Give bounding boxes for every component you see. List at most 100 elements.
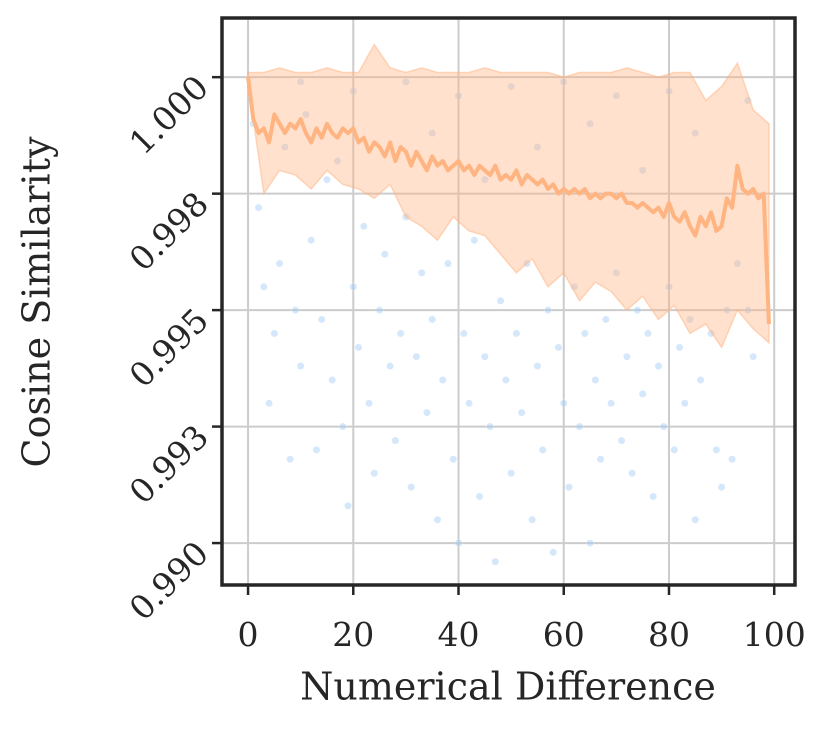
x-tick-label: 60 xyxy=(543,615,585,654)
y-tick-label: 0.993 xyxy=(122,417,216,511)
scatter-point xyxy=(501,376,510,385)
scatter-point xyxy=(286,455,295,464)
scatter-point xyxy=(433,515,442,524)
scatter-point xyxy=(338,422,347,431)
scatter-point xyxy=(717,483,726,492)
scatter-point xyxy=(270,329,279,338)
scatter-point xyxy=(354,343,363,352)
scatter-point xyxy=(559,399,568,408)
scatter-point xyxy=(596,455,605,464)
scatter-point xyxy=(422,408,431,417)
scatter-point xyxy=(601,315,610,324)
scatter-point xyxy=(438,376,447,385)
scatter-point xyxy=(675,343,684,352)
scatter-point xyxy=(349,87,358,96)
scatter-point xyxy=(333,157,342,166)
scatter-point xyxy=(380,250,389,259)
scatter-point xyxy=(538,445,547,454)
scatter-point xyxy=(470,236,479,245)
scatter-point xyxy=(344,501,353,510)
scatter-point xyxy=(349,282,358,291)
scatter-point xyxy=(322,175,331,184)
scatter-point xyxy=(565,483,574,492)
scatter-point xyxy=(591,376,600,385)
mean-line xyxy=(246,76,771,325)
scatter-point xyxy=(291,306,300,315)
scatter-point xyxy=(254,203,263,212)
scatter-point xyxy=(633,306,642,315)
scatter-point xyxy=(749,352,758,361)
scatter-point xyxy=(507,82,516,91)
scatter-point xyxy=(280,143,289,152)
scatter-point xyxy=(664,282,673,291)
scatter-point xyxy=(480,175,489,184)
scatter-point xyxy=(659,422,668,431)
scatter-point xyxy=(486,422,495,431)
scatter-point xyxy=(686,315,695,324)
scatter-point xyxy=(670,445,679,454)
scatter-point xyxy=(575,422,584,431)
scatter-point xyxy=(664,87,673,96)
y-tick-label: 0.990 xyxy=(122,534,216,628)
x-tick-label: 0 xyxy=(238,615,259,654)
scatter-point xyxy=(617,436,626,445)
scatter-point xyxy=(480,352,489,361)
scatter-point xyxy=(275,259,284,268)
x-axis-label: Numerical Difference xyxy=(300,665,716,709)
scatter-point xyxy=(743,306,752,315)
scatter-point xyxy=(722,306,731,315)
scatter-point xyxy=(649,492,658,501)
scatter-point xyxy=(549,548,558,557)
x-tick-label: 40 xyxy=(438,615,480,654)
scatter-point xyxy=(375,306,384,315)
scatter-point xyxy=(301,110,310,119)
scatter-point xyxy=(586,119,595,128)
scatter-point xyxy=(528,515,537,524)
y-tick-label: 0.998 xyxy=(122,184,216,278)
scatter-point xyxy=(443,259,452,268)
scatter-point xyxy=(638,166,647,175)
scatter-point xyxy=(638,389,647,398)
scatter-point xyxy=(517,408,526,417)
scatter-point xyxy=(496,296,505,305)
scatter-point xyxy=(607,399,616,408)
confidence-band xyxy=(247,43,770,349)
plot-area xyxy=(246,43,771,566)
scatter-point xyxy=(543,306,552,315)
scatter-point xyxy=(680,399,689,408)
x-tick-label: 20 xyxy=(332,615,374,654)
scatter-point xyxy=(554,343,563,352)
scatter-point xyxy=(728,455,737,464)
scatter-point xyxy=(533,143,542,152)
y-tick-label: 1.000 xyxy=(122,68,216,162)
scatter-point xyxy=(359,222,368,231)
scatter-point xyxy=(628,469,637,478)
scatter-point xyxy=(365,399,374,408)
scatter-point xyxy=(454,539,463,548)
scatter-point xyxy=(449,455,458,464)
scatter-point xyxy=(696,376,705,385)
scatter-point xyxy=(317,315,326,324)
scatter-point xyxy=(612,268,621,277)
scatter-point xyxy=(559,77,568,86)
scatter-point xyxy=(259,282,268,291)
scatter-point xyxy=(312,445,321,454)
scatter-point xyxy=(401,77,410,86)
scatter-point xyxy=(428,315,437,324)
scatter-point xyxy=(396,329,405,338)
scatter-point xyxy=(533,362,542,371)
scatter-point xyxy=(712,445,721,454)
scatter-point xyxy=(465,399,474,408)
axes-frame xyxy=(220,16,797,587)
scatter-point xyxy=(733,259,742,268)
scatter-point xyxy=(643,329,652,338)
scatter-point xyxy=(428,129,437,138)
scatter-point xyxy=(654,362,663,371)
scatter-point xyxy=(691,515,700,524)
scatter-point xyxy=(507,469,516,478)
scatter-point xyxy=(491,557,500,566)
scatter-point xyxy=(386,362,395,371)
scatter-point xyxy=(307,236,316,245)
y-axis-label: Cosine Similarity xyxy=(15,136,59,467)
